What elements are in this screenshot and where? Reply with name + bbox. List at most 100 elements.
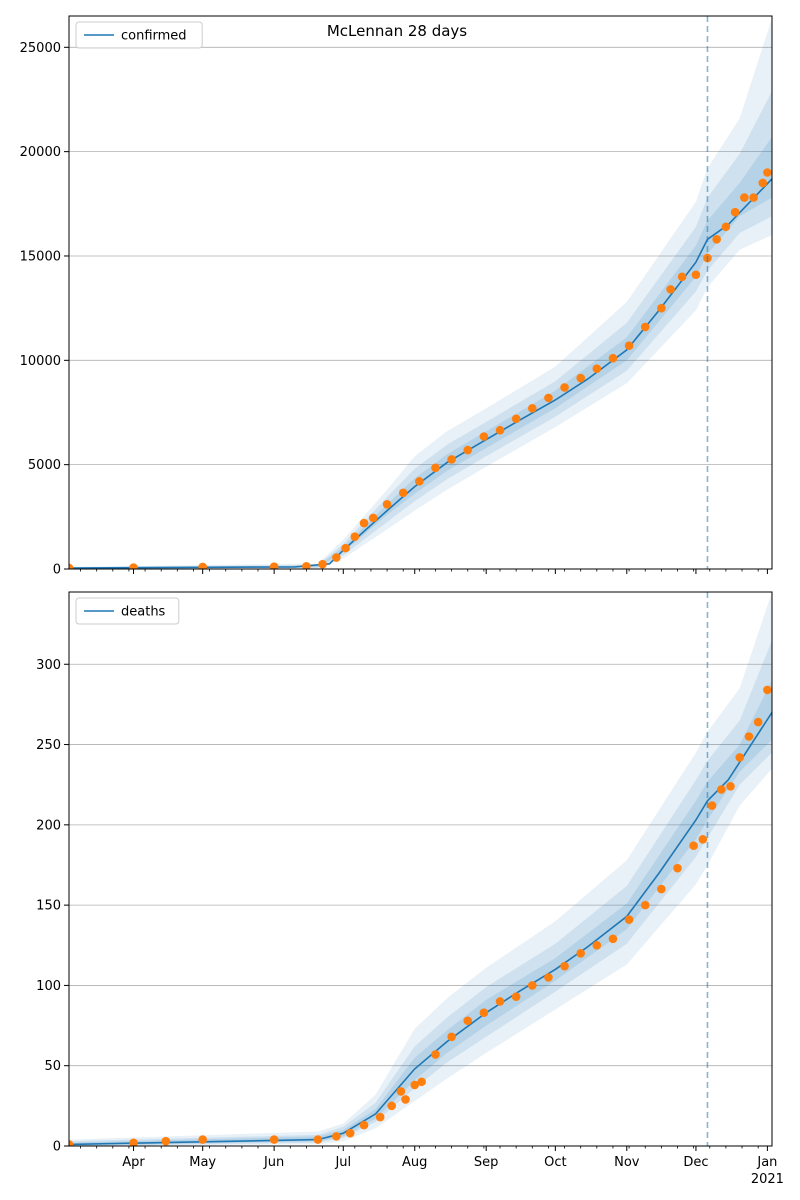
legend-label: confirmed xyxy=(121,29,187,44)
data-point xyxy=(269,1135,279,1144)
data-point xyxy=(735,753,745,762)
data-point xyxy=(544,973,553,982)
data-point xyxy=(410,1080,420,1090)
data-point xyxy=(744,732,754,741)
data-point xyxy=(666,285,675,294)
y-tick-label: 0 xyxy=(53,563,61,578)
x-tick-label: Nov xyxy=(614,1155,640,1170)
data-point xyxy=(479,432,489,441)
data-point xyxy=(198,1135,207,1144)
uncertainty-band-outer xyxy=(69,18,772,569)
y-tick-label: 0 xyxy=(53,1140,61,1155)
legend-box xyxy=(75,21,203,49)
data-point xyxy=(479,1008,489,1018)
x-tick-label: Sep xyxy=(474,1155,499,1170)
data-point xyxy=(398,488,408,498)
data-point xyxy=(689,841,698,851)
data-point xyxy=(753,717,763,727)
data-point xyxy=(640,322,650,332)
y-tick-label: 100 xyxy=(36,979,61,994)
data-point xyxy=(375,1112,385,1122)
axes-frame xyxy=(68,591,773,1147)
legend-label: deaths xyxy=(121,605,166,620)
legend: deaths xyxy=(75,597,180,625)
x-tick-label: Apr xyxy=(122,1155,145,1170)
data-point xyxy=(721,222,731,232)
data-point xyxy=(608,353,618,363)
data-point xyxy=(511,992,521,1001)
data-point xyxy=(707,801,717,810)
data-point xyxy=(463,445,473,455)
data-point xyxy=(129,563,138,569)
data-point xyxy=(576,373,585,383)
data-point xyxy=(712,234,721,244)
deaths-panel: 0 50 100 150 200 250 300 Apr May Jun Jul Aug Sep Oct N… xyxy=(36,591,784,1187)
data-point xyxy=(382,500,392,509)
data-point xyxy=(608,934,618,944)
y-tick-label: 5000 xyxy=(28,458,61,473)
y-tick-label: 20000 xyxy=(20,145,61,160)
data-point xyxy=(544,393,553,403)
data-point xyxy=(345,1128,355,1138)
data-point xyxy=(332,1132,341,1141)
data-point xyxy=(417,1077,426,1087)
data-point xyxy=(359,518,369,528)
data-point xyxy=(463,1016,473,1026)
y-tick-label: 150 xyxy=(36,899,61,914)
data-point xyxy=(657,884,666,894)
data-point xyxy=(527,404,537,413)
plot-area xyxy=(69,592,772,1146)
y-tick-label: 50 xyxy=(44,1059,61,1074)
x-tick-label: Jan xyxy=(756,1155,777,1170)
chart-title: McLennan 28 days xyxy=(327,22,467,40)
uncertainty-band-middle xyxy=(69,91,772,569)
plot-area xyxy=(69,18,772,569)
x-tick-label: Aug xyxy=(402,1155,427,1170)
data-point xyxy=(401,1095,410,1104)
data-point xyxy=(332,553,341,562)
data-point xyxy=(763,685,772,695)
data-point xyxy=(698,834,708,844)
axes-frame xyxy=(68,15,773,570)
y-tick-label: 25000 xyxy=(20,41,61,56)
data-point xyxy=(495,997,505,1006)
data-point xyxy=(640,900,650,910)
legend: confirmed xyxy=(75,21,203,49)
data-point xyxy=(69,1140,74,1146)
data-point xyxy=(592,940,602,950)
data-point xyxy=(726,782,735,791)
data-point xyxy=(447,455,456,464)
uncertainty-band-middle xyxy=(69,640,772,1146)
uncertainty-band-outer xyxy=(69,592,772,1146)
data-point xyxy=(431,463,440,473)
y-tick-label: 15000 xyxy=(20,249,61,264)
data-point xyxy=(624,915,634,924)
data-point xyxy=(592,364,602,373)
data-point xyxy=(350,532,360,541)
data-point xyxy=(269,562,279,569)
data-point xyxy=(763,168,772,177)
data-point xyxy=(198,562,207,569)
data-point xyxy=(415,477,424,486)
data-point xyxy=(730,207,740,217)
data-point xyxy=(657,303,666,313)
data-point xyxy=(129,1138,138,1146)
x-tick-label: May xyxy=(189,1155,216,1170)
series-line-deaths xyxy=(69,711,772,1146)
y-tick-label: 250 xyxy=(36,738,61,753)
data-point xyxy=(560,961,569,971)
x-tick-year-label: 2021 xyxy=(751,1172,784,1187)
legend-box xyxy=(75,597,180,625)
data-point xyxy=(69,563,74,569)
data-point xyxy=(716,785,726,794)
data-point xyxy=(673,863,682,873)
data-point xyxy=(624,341,634,351)
data-point xyxy=(527,981,537,990)
x-tick-label: Jun xyxy=(263,1155,284,1170)
data-point xyxy=(302,561,311,569)
data-point xyxy=(341,543,350,553)
data-point xyxy=(161,1136,171,1146)
data-point xyxy=(359,1120,369,1130)
x-tick-label: Jul xyxy=(334,1155,351,1170)
